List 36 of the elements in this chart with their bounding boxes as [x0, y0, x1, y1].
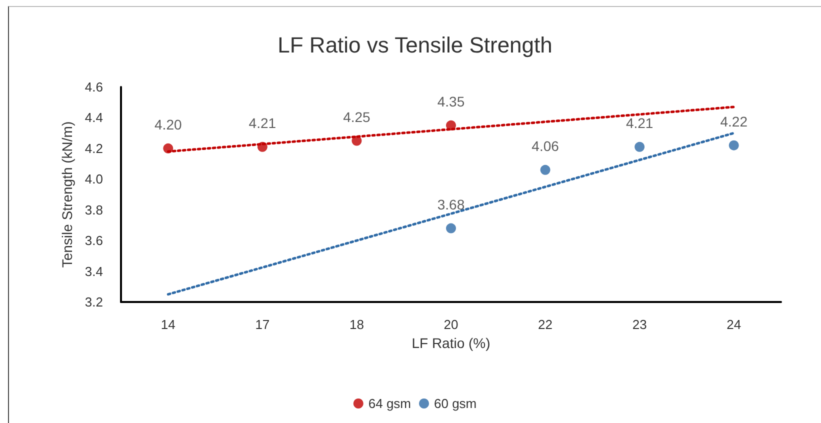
data-label: 4.35	[437, 93, 465, 110]
x-tick-label: 14	[160, 317, 176, 332]
y-tick-label: 3.4	[84, 264, 103, 279]
point	[540, 164, 550, 175]
legend-label: 64 gsm	[368, 396, 412, 411]
data-label: 4.25	[343, 108, 371, 125]
legend-label: 60 gsm	[434, 396, 477, 411]
y-tick-label: 3.2	[84, 294, 103, 310]
y-tick-label: 4.4	[84, 110, 103, 126]
x-tick-label: 23	[632, 317, 647, 332]
y-tick-label: 3.8	[84, 202, 103, 218]
data-label: 4.21	[248, 114, 276, 131]
x-tick-label: 22	[538, 317, 553, 332]
point	[728, 140, 739, 150]
y-tick-label: 4.6	[84, 80, 103, 94]
x-tick-label: 20	[444, 317, 458, 332]
x-tick-label: 24	[726, 317, 742, 332]
data-label: 4.22	[720, 113, 748, 130]
x-tick-label: 17	[255, 317, 270, 332]
point	[257, 142, 268, 152]
x-axis-title: LF Ratio (%)	[412, 334, 490, 351]
point	[352, 136, 362, 146]
chart-title: LF Ratio vs Tensile Strength	[278, 32, 552, 58]
point	[163, 143, 174, 154]
data-label: 4.20	[154, 116, 182, 132]
y-tick-label: 3.6	[84, 233, 103, 248]
x-tick-label: 18	[349, 317, 364, 332]
point	[446, 120, 456, 130]
y-axis-title: Tensile Strength (kN/m)	[59, 121, 76, 268]
y-tick-label: 4.2	[84, 140, 103, 156]
point	[634, 142, 645, 152]
point	[446, 223, 456, 234]
data-label: 3.68	[437, 196, 465, 212]
y-tick-label: 4.0	[84, 172, 103, 187]
data-label: 4.21	[626, 114, 654, 131]
data-label: 4.06	[532, 138, 560, 154]
